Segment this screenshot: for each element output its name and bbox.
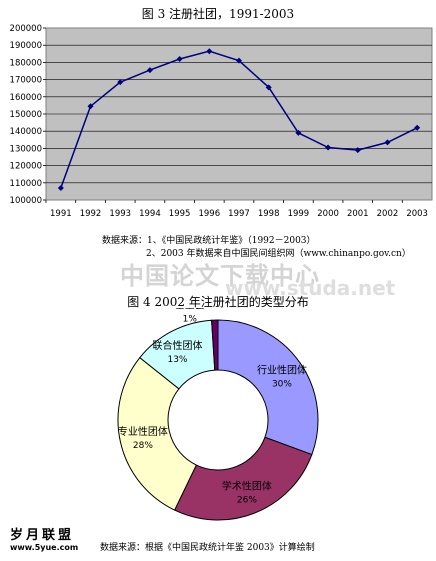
data-point <box>206 48 213 55</box>
source-note-2: 2、2003 年数据来自中国民间组织网（www.chinanpo.gov.cn） <box>146 249 411 259</box>
y-tick-label: 150000 <box>10 110 42 120</box>
data-point <box>325 144 332 151</box>
x-tick-label: 1993 <box>109 209 131 219</box>
slice-label: 基金会 <box>175 308 205 312</box>
slice-label: 学术性团体 <box>222 479 272 492</box>
donut-chart: 行业性团体 30% 学术性团体 26% 专业性团体 28% 联合性团体 13% 基金会 1% <box>117 308 319 521</box>
x-tick-label: 1998 <box>258 209 280 219</box>
y-tick-label: 110000 <box>10 179 42 189</box>
x-tick-label: 1996 <box>198 209 220 219</box>
x-tick-label: 2002 <box>377 209 399 219</box>
slice-percent: 30% <box>272 379 292 389</box>
x-tick-label: 1995 <box>169 209 191 219</box>
y-tick-label: 200000 <box>10 24 42 34</box>
donut-slice <box>211 319 219 371</box>
y-tick-label: 170000 <box>10 76 42 86</box>
slice-percent: 1% <box>183 315 198 325</box>
chart1-title: 图 3 注册社团，1991-2003 <box>141 7 295 21</box>
x-tick-label: 1999 <box>288 209 310 219</box>
data-point <box>57 184 64 191</box>
data-point <box>236 57 242 64</box>
y-tick-label: 190000 <box>10 41 42 51</box>
slice-label: 专业性团体 <box>118 425 168 438</box>
watermark-text: 中国论文下载中心 <box>120 262 320 290</box>
slice-percent: 26% <box>237 495 257 505</box>
y-tick-label: 140000 <box>10 127 42 137</box>
donut-slices <box>117 319 319 521</box>
donut-slice <box>117 356 197 511</box>
data-point <box>117 79 124 86</box>
gridlines <box>43 27 432 201</box>
x-tick-label: 2003 <box>406 209 428 219</box>
data-point <box>354 147 361 154</box>
x-tick-labels: 1991 1992 1993 1994 1995 1996 1997 1998 1999 2000… <box>45 200 428 219</box>
y-tick-label: 180000 <box>10 58 42 68</box>
slice-labels: 行业性团体 30% 学术性团体 26% 专业性团体 28% 联合性团体 13% 基金会 1% <box>118 308 307 505</box>
x-tick-label: 2000 <box>317 209 339 219</box>
y-tick-label: 100000 <box>10 196 42 206</box>
x-tick-label: 1994 <box>139 209 161 219</box>
site-logo: 岁月联盟 <box>10 528 75 543</box>
site-logo-url: www.5yue.com <box>10 543 79 552</box>
data-point <box>384 139 391 146</box>
data-point <box>87 103 94 110</box>
y-tick-label: 120000 <box>10 162 42 172</box>
y-tick-label: 160000 <box>10 93 42 103</box>
source-note-3: 数据来源：根据《中国民政统计年鉴 2003》计算绘制 <box>100 543 315 553</box>
data-point <box>295 129 302 136</box>
slice-label: 联合性团体 <box>152 339 202 352</box>
chart2-title: 图 4 2002 年注册社团的类型分布 <box>127 295 309 309</box>
source-note-1: 数据来源：1、《中国民政统计年鉴》（1992－2003） <box>102 236 316 246</box>
x-tick-label: 2001 <box>347 209 369 219</box>
data-point <box>414 124 421 131</box>
x-tick-label: 1992 <box>80 209 102 219</box>
x-tick-label: 1997 <box>228 209 250 219</box>
data-points <box>57 48 421 191</box>
data-point <box>265 84 272 91</box>
watermark-url: www.studa.net <box>225 276 396 300</box>
data-point <box>176 55 183 62</box>
donut-slice <box>217 319 319 456</box>
x-tick-label: 1991 <box>50 209 72 219</box>
line-chart: 100000 110000 120000 130000 140000 150000 1600… <box>10 24 433 219</box>
slice-percent: 13% <box>167 355 187 365</box>
y-tick-label: 130000 <box>10 144 42 154</box>
slice-label: 行业性团体 <box>257 363 307 376</box>
y-tick-labels: 100000 110000 120000 130000 140000 150000 1600… <box>10 24 42 206</box>
donut-slice <box>173 436 313 521</box>
data-point <box>146 67 153 74</box>
slice-percent: 28% <box>133 441 153 451</box>
